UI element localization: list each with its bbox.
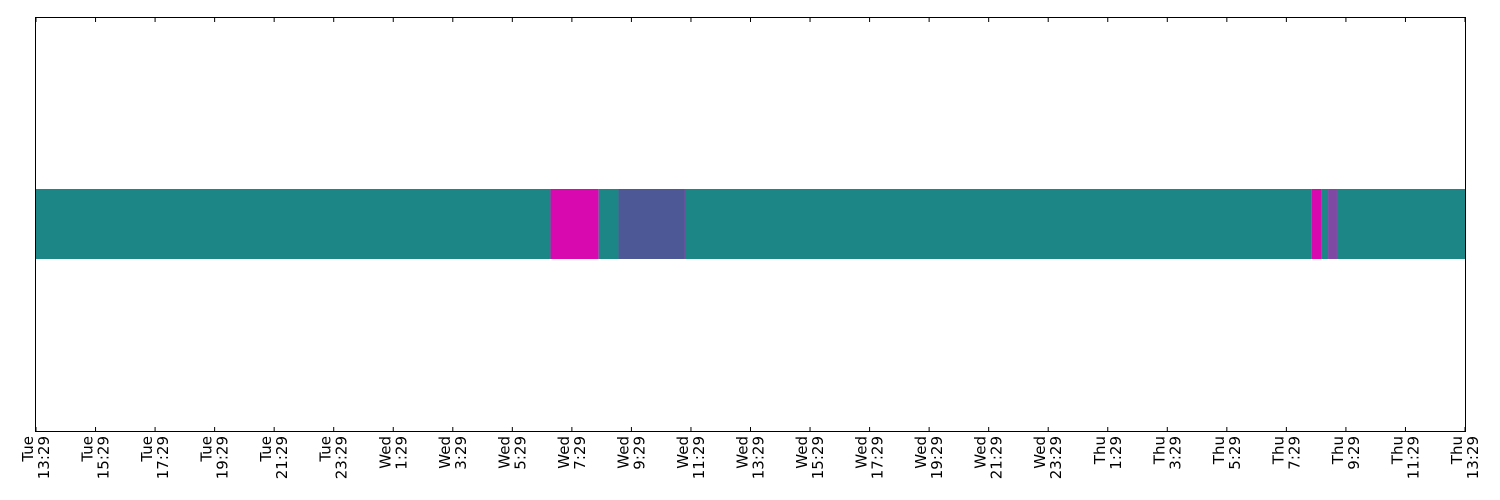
timeline-segment — [1336, 189, 1465, 259]
x-tick-label-time: 17:29 — [154, 436, 172, 479]
x-tick-label-time: 5:29 — [511, 436, 529, 470]
x-tick-label-day: Wed — [614, 436, 632, 469]
x-tick-label-day: Thu — [1210, 436, 1228, 465]
x-tick-label-time: 9:29 — [1345, 436, 1363, 470]
x-tick-label-time: 23:29 — [333, 436, 351, 479]
x-tick-label-day: Wed — [495, 436, 513, 469]
x-tick-label-time: 1:29 — [392, 436, 410, 470]
x-tick-label-day: Wed — [972, 436, 990, 469]
x-tick-label-time: 7:29 — [571, 436, 589, 470]
x-tick-label-time: 21:29 — [988, 436, 1006, 479]
x-tick-label-day: Wed — [853, 436, 871, 469]
x-tick-label-day: Wed — [376, 436, 394, 469]
timeline-segment — [36, 189, 551, 259]
x-tick-label-day: Thu — [1269, 436, 1287, 465]
x-tick-label-day: Thu — [1329, 436, 1347, 465]
x-tick-label-day: Tue — [317, 436, 335, 463]
x-tick-label-day: Tue — [198, 436, 216, 463]
x-tick-label-day: Thu — [1091, 436, 1109, 465]
segments-group — [36, 189, 1465, 259]
plot-frame — [35, 17, 1466, 432]
x-tick-label-time: 3:29 — [452, 436, 470, 470]
x-tick-label-time: 19:29 — [214, 436, 232, 479]
x-tick-label-day: Tue — [19, 436, 37, 463]
x-tick-label-day: Tue — [79, 436, 97, 463]
x-tick-label-day: Wed — [1031, 436, 1049, 469]
x-tick-label-time: 9:29 — [630, 436, 648, 470]
timeline-segment — [1321, 189, 1329, 259]
x-tick-label-time: 17:29 — [869, 436, 887, 479]
x-tick-label-time: 19:29 — [928, 436, 946, 479]
x-tick-label-day: Wed — [793, 436, 811, 469]
x-tick-label-time: 11:29 — [690, 436, 708, 479]
x-tick-label-day: Wed — [674, 436, 692, 469]
x-tick-label-day: Tue — [138, 436, 156, 463]
x-tick-label-day: Wed — [436, 436, 454, 469]
timeline-segment — [686, 189, 1312, 259]
timeline-segment — [598, 189, 619, 259]
x-tick-label-time: 11:29 — [1404, 436, 1422, 479]
timeline-segment — [550, 189, 599, 259]
x-tick-label-time: 3:29 — [1166, 436, 1184, 470]
timeline-segment — [684, 189, 686, 259]
x-tick-label-time: 1:29 — [1107, 436, 1125, 470]
x-tick-label-day: Wed — [734, 436, 752, 469]
x-tick-label-time: 13:29 — [1464, 436, 1482, 479]
timeline-segment — [1328, 189, 1337, 259]
timeline-segment — [1311, 189, 1322, 259]
x-tick-label-time: 15:29 — [809, 436, 827, 479]
x-tick-label-day: Wed — [555, 436, 573, 469]
x-tick-label-day: Wed — [912, 436, 930, 469]
x-tick-label-time: 21:29 — [273, 436, 291, 479]
x-tick-label-day: Thu — [1388, 436, 1406, 465]
x-tick-label-time: 13:29 — [35, 436, 53, 479]
x-tick-label-time: 5:29 — [1226, 436, 1244, 470]
x-tick-label-day: Thu — [1150, 436, 1168, 465]
x-tick-label-day: Tue — [257, 436, 275, 463]
x-tick-label-time: 15:29 — [95, 436, 113, 479]
timeline-segment — [618, 189, 685, 259]
x-tick-label-time: 7:29 — [1285, 436, 1303, 470]
x-tick-label-day: Thu — [1448, 436, 1466, 465]
x-tick-label-time: 13:29 — [750, 436, 768, 479]
x-tick-label-time: 23:29 — [1047, 436, 1065, 479]
